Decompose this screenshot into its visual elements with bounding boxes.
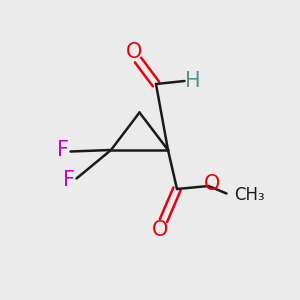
Text: O: O [152,220,169,239]
Text: F: F [57,140,69,160]
Text: O: O [126,42,142,62]
Text: CH₃: CH₃ [234,186,265,204]
Text: O: O [204,175,220,194]
Text: F: F [63,170,75,190]
Text: H: H [185,71,201,91]
